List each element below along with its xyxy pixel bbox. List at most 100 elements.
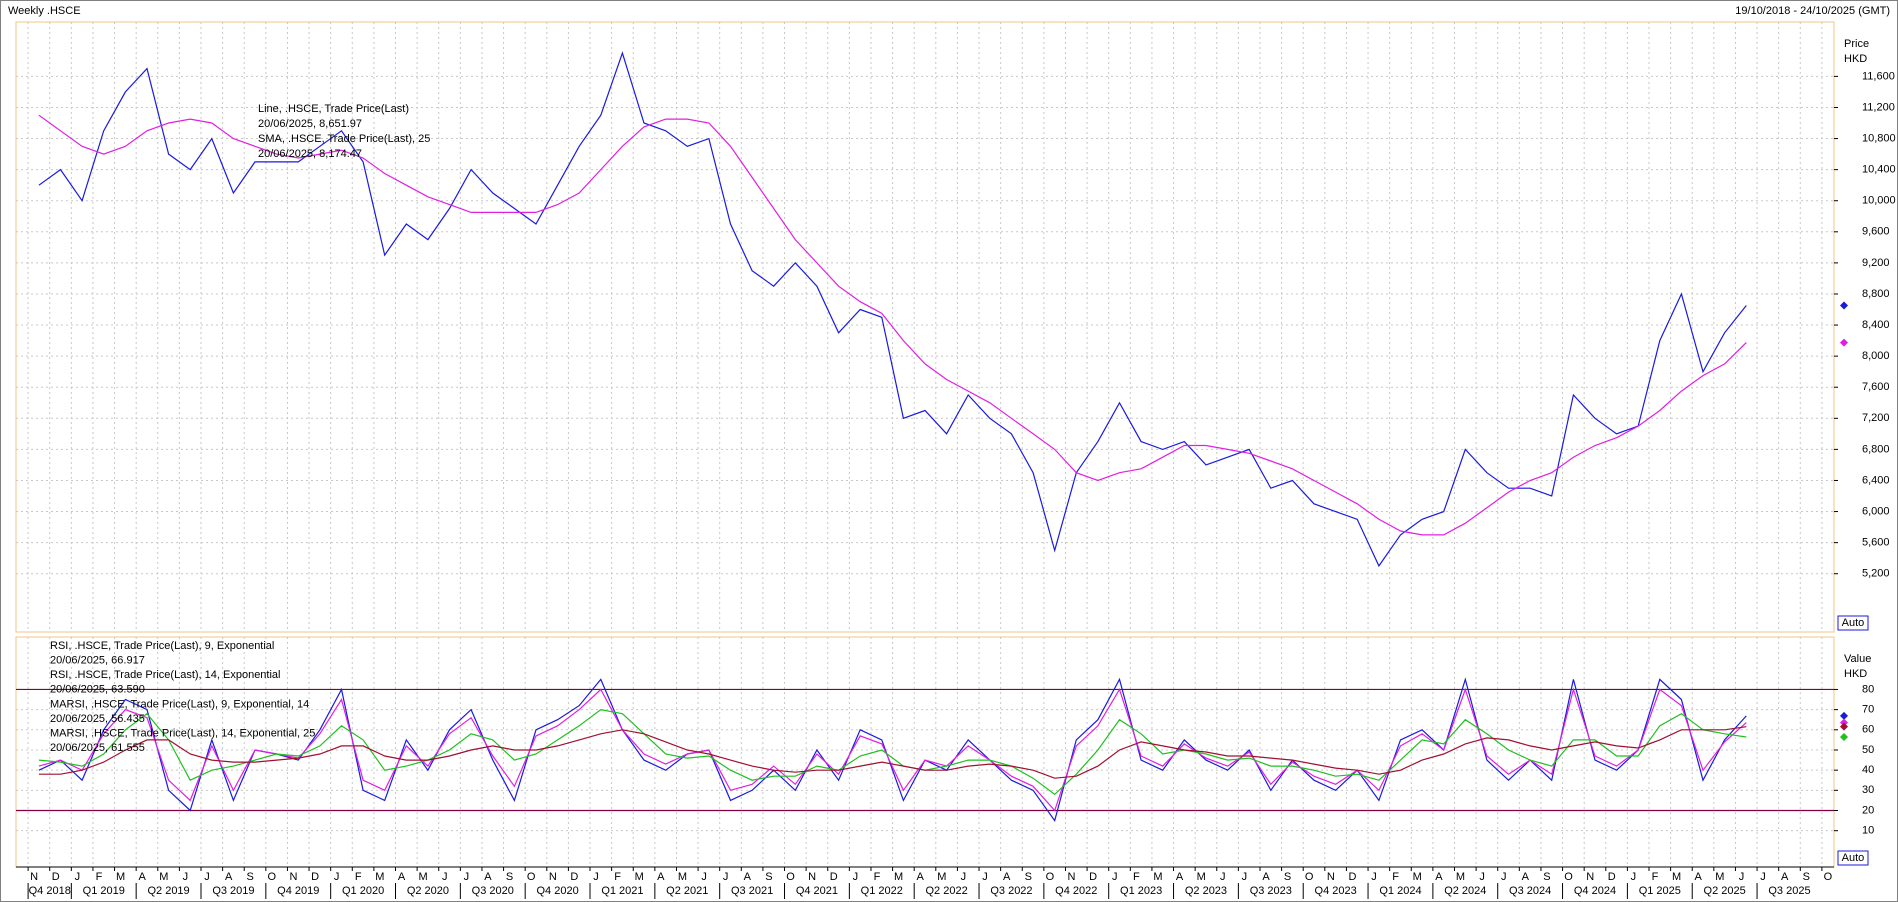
x-tick-label: M — [1715, 871, 1724, 883]
x-tick-label: M — [635, 871, 644, 883]
x-tick-label: J — [853, 871, 859, 883]
legend-name: SMA, .HSCE, Trade Price(Last), 25 — [258, 133, 430, 145]
series-line — [38, 708, 1747, 796]
x-tick-label: A — [1176, 871, 1184, 883]
x-tick-label: S — [765, 871, 772, 883]
last-value-marker — [1840, 711, 1848, 720]
y-tick-label: 10,000 — [1862, 195, 1896, 207]
x-tick-label: O — [1824, 871, 1833, 883]
quarter-label: Q4 2019 — [277, 885, 319, 897]
quarter-label: Q1 2024 — [1379, 885, 1421, 897]
x-tick-label: N — [549, 871, 557, 883]
x-tick-label: J — [1479, 871, 1485, 883]
x-tick-label: D — [1348, 871, 1356, 883]
x-tick-label: J — [1112, 871, 1118, 883]
y-tick-label: 5,200 — [1862, 568, 1890, 580]
quarter-label: Q4 2018 — [29, 885, 71, 897]
x-tick-label: J — [701, 871, 707, 883]
y-tick-label: 30 — [1862, 784, 1874, 796]
x-tick-label: S — [1543, 871, 1550, 883]
y-tick-label: 8,800 — [1862, 288, 1890, 300]
x-tick-label: M — [1672, 871, 1681, 883]
axis-title: Price — [1844, 38, 1869, 50]
x-tick-label: A — [1522, 871, 1530, 883]
series-line — [38, 51, 1747, 568]
x-tick-label: J — [75, 871, 81, 883]
legend-value: 20/06/2025, 56.435 — [50, 713, 145, 725]
x-tick-label: J — [1371, 871, 1377, 883]
quarter-label: Q4 2023 — [1315, 885, 1357, 897]
panel-frame — [15, 21, 1835, 633]
y-tick-label: 8,400 — [1862, 319, 1890, 331]
x-tick-label: J — [961, 871, 967, 883]
auto-button[interactable] — [1837, 850, 1869, 866]
x-tick-label: S — [506, 871, 513, 883]
last-value-marker — [1840, 301, 1848, 310]
x-tick-label: D — [52, 871, 60, 883]
quarter-label: Q1 2021 — [601, 885, 643, 897]
auto-button-label[interactable]: Auto — [1842, 617, 1865, 629]
x-tick-label: M — [419, 871, 428, 883]
auto-button-label[interactable]: Auto — [1842, 852, 1865, 864]
x-tick-label: A — [1695, 871, 1703, 883]
x-tick-label: M — [678, 871, 687, 883]
y-tick-label: 80 — [1862, 683, 1874, 695]
x-tick-label: F — [614, 871, 621, 883]
quarter-label: Q1 2022 — [861, 885, 903, 897]
y-tick-label: 50 — [1862, 744, 1874, 756]
legend-value: 20/06/2025, 66.917 — [50, 655, 145, 667]
quarter-label: Q3 2024 — [1509, 885, 1551, 897]
quarter-label: Q2 2025 — [1704, 885, 1746, 897]
legend-value: 20/06/2025, 61.555 — [50, 742, 145, 754]
x-tick-label: J — [334, 871, 340, 883]
y-tick-label: 11,200 — [1862, 101, 1895, 113]
axis-title: HKD — [1844, 53, 1867, 65]
legend-value: 20/06/2025, 8,174.47 — [258, 148, 362, 160]
x-tick-label: S — [247, 871, 254, 883]
x-tick-label: N — [1068, 871, 1076, 883]
x-tick-label: J — [442, 871, 448, 883]
quarter-label: Q1 2019 — [83, 885, 125, 897]
x-tick-label: M — [1153, 871, 1162, 883]
series-line — [38, 726, 1747, 779]
y-tick-label: 9,600 — [1862, 226, 1890, 238]
legend-name: RSI, .HSCE, Trade Price(Last), 14, Expon… — [50, 669, 281, 681]
quarter-label: Q2 2019 — [147, 885, 189, 897]
chart-title: Weekly .HSCE — [8, 5, 81, 17]
x-tick-label: F — [1133, 871, 1140, 883]
y-tick-label: 10 — [1862, 825, 1874, 837]
axis-title: HKD — [1844, 668, 1867, 680]
x-tick-label: N — [1327, 871, 1335, 883]
y-tick-label: 20 — [1862, 804, 1874, 816]
y-tick-label: 60 — [1862, 724, 1874, 736]
quarter-label: Q3 2023 — [1250, 885, 1292, 897]
x-tick-label: J — [183, 871, 189, 883]
axis-title: Value — [1844, 653, 1871, 665]
x-tick-label: O — [268, 871, 277, 883]
y-tick-label: 6,000 — [1862, 505, 1890, 517]
x-tick-label: A — [1781, 871, 1789, 883]
y-tick-label: 40 — [1862, 764, 1874, 776]
x-tick-label: N — [289, 871, 297, 883]
legend-name: RSI, .HSCE, Trade Price(Last), 9, Expone… — [50, 640, 274, 652]
x-tick-label: J — [1501, 871, 1507, 883]
auto-button[interactable] — [1837, 615, 1869, 631]
x-tick-label: S — [1803, 871, 1810, 883]
x-tick-label: D — [1608, 871, 1616, 883]
legend-name: MARSI, .HSCE, Trade Price(Last), 14, Exp… — [50, 728, 315, 740]
quarter-label: Q3 2020 — [472, 885, 514, 897]
last-value-marker — [1840, 732, 1848, 741]
x-tick-label: N — [30, 871, 38, 883]
x-tick-label: F — [96, 871, 103, 883]
y-tick-label: 7,200 — [1862, 412, 1890, 424]
y-tick-label: 9,200 — [1862, 257, 1890, 269]
x-tick-label: J — [982, 871, 988, 883]
quarter-label: Q4 2024 — [1574, 885, 1616, 897]
x-tick-label: A — [398, 871, 406, 883]
series-line — [38, 677, 1747, 822]
x-tick-label: D — [570, 871, 578, 883]
last-value-marker — [1840, 338, 1848, 347]
x-tick-label: M — [1413, 871, 1422, 883]
